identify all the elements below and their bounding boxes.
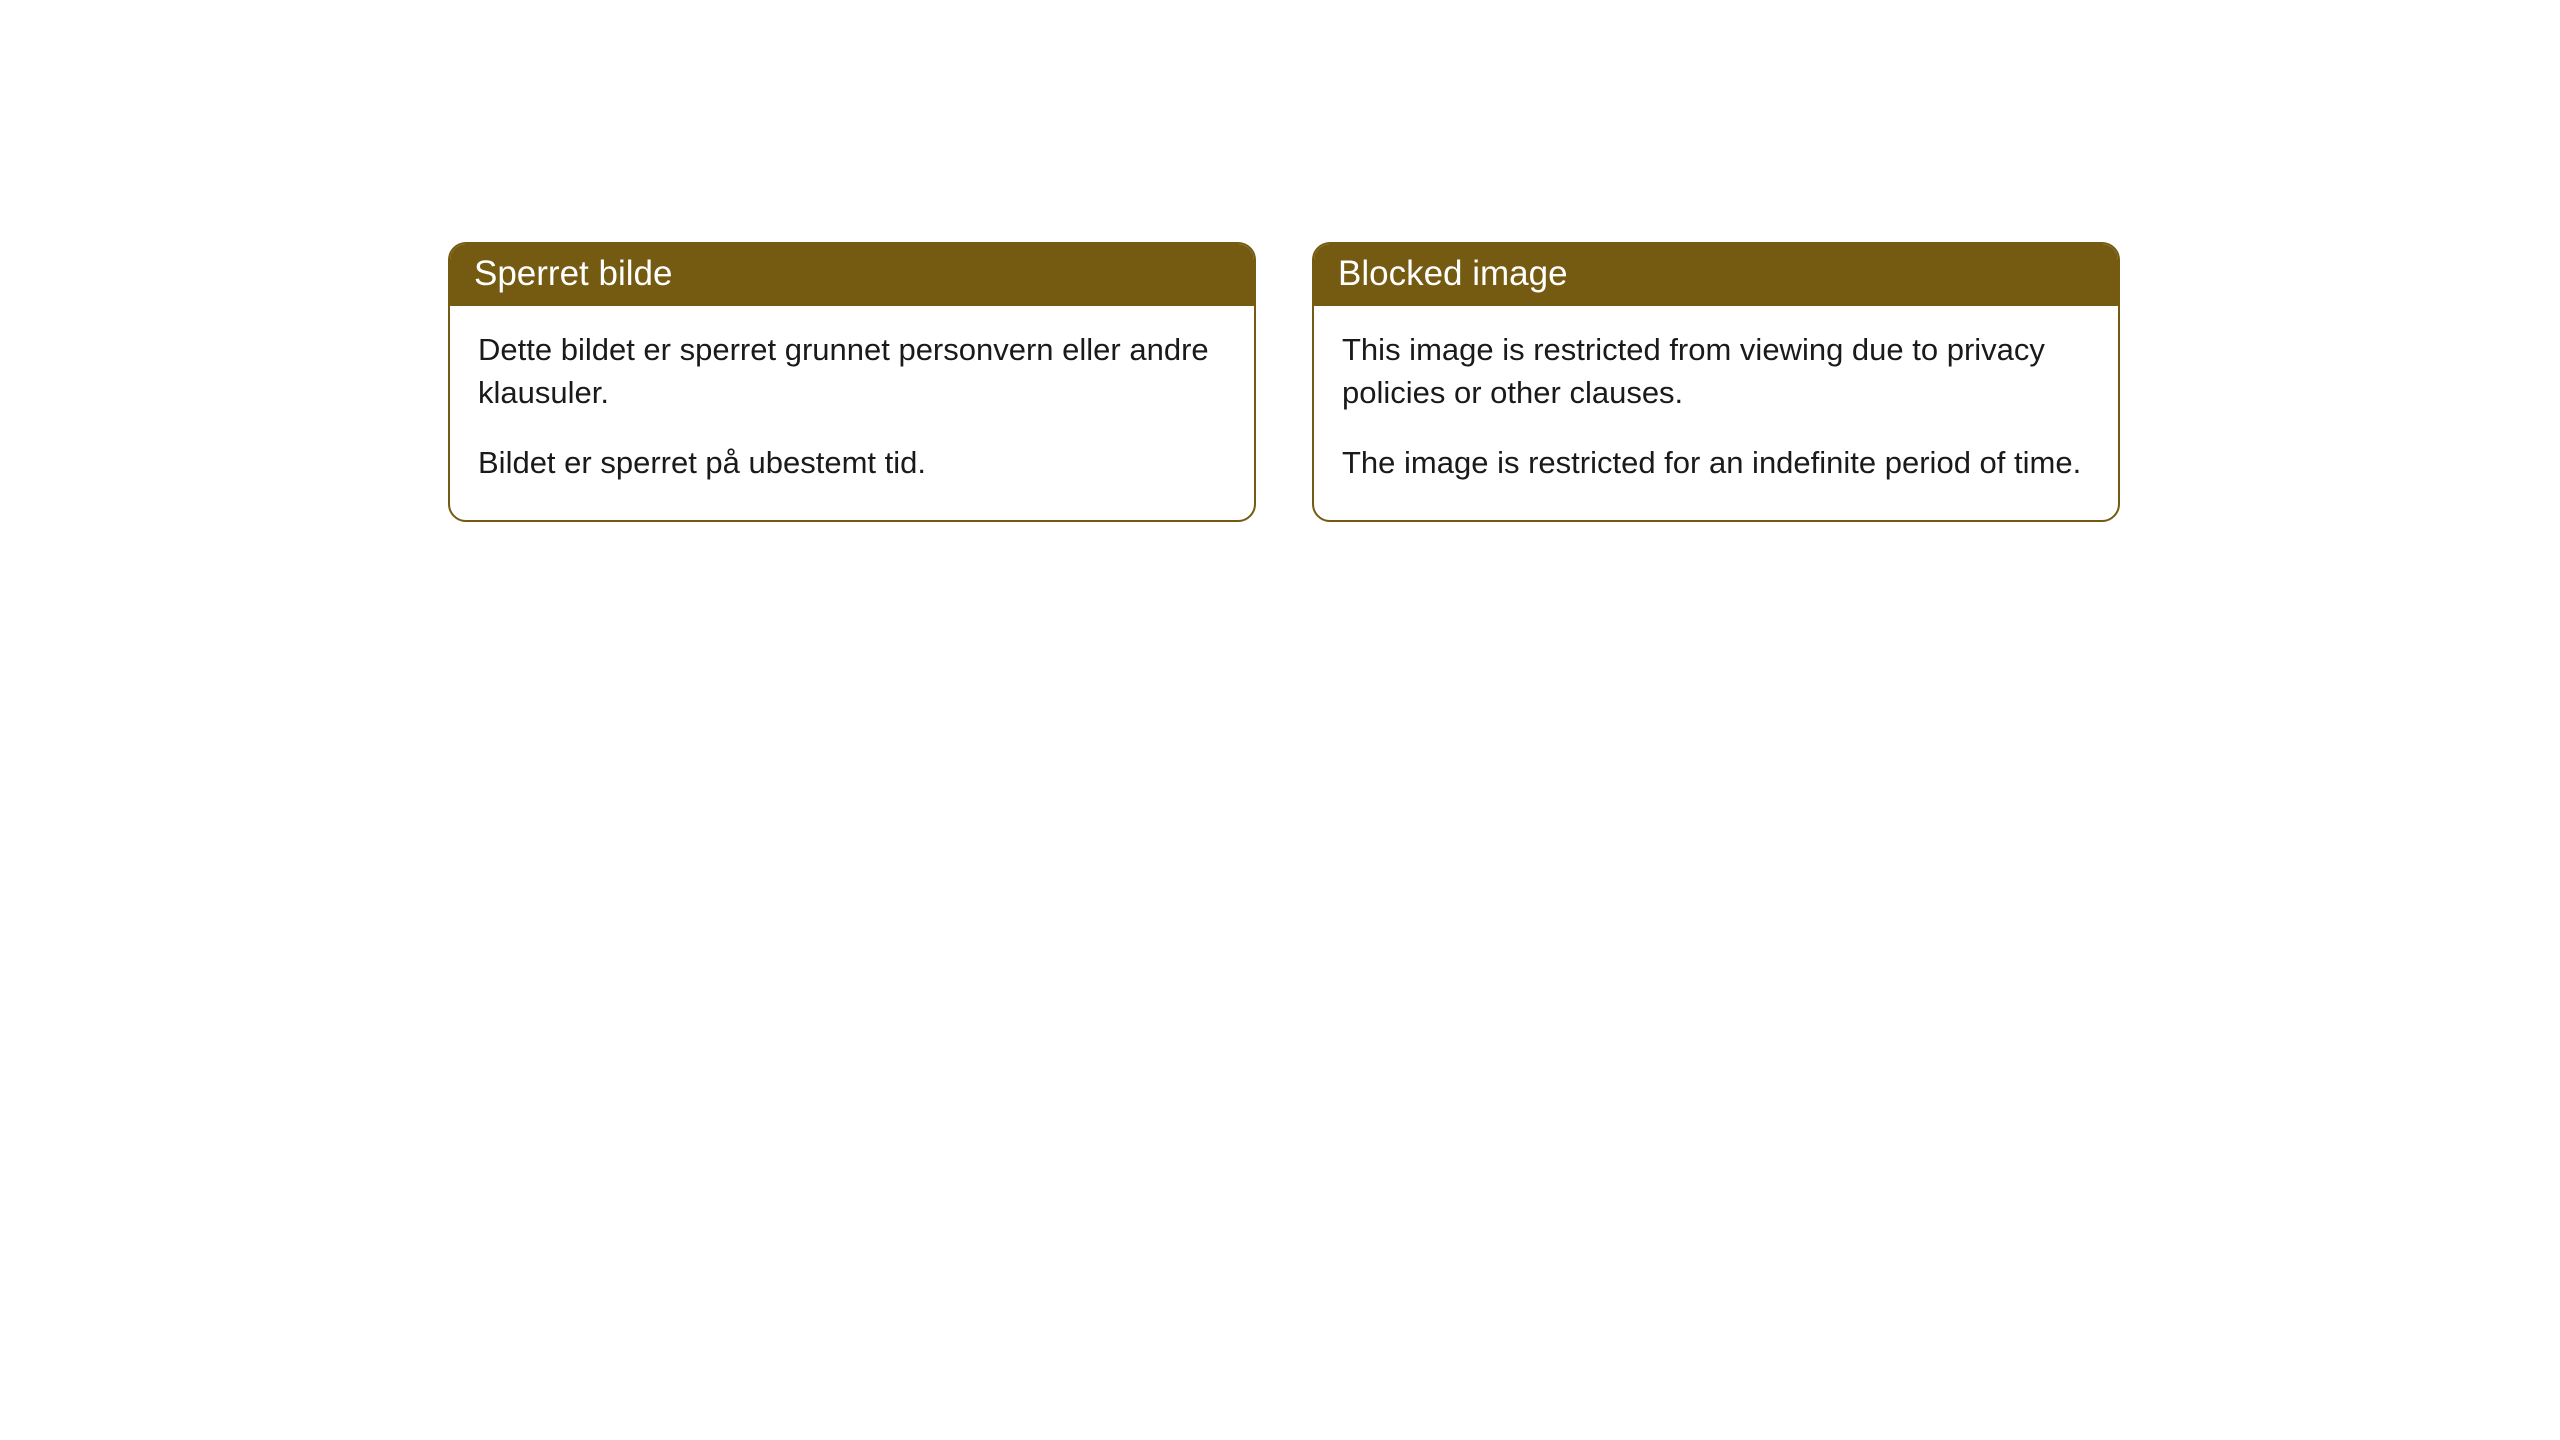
- notice-card-norwegian: Sperret bilde Dette bildet er sperret gr…: [448, 242, 1256, 522]
- notice-container: Sperret bilde Dette bildet er sperret gr…: [448, 242, 2120, 522]
- card-body: This image is restricted from viewing du…: [1314, 306, 2118, 520]
- notice-text-1: Dette bildet er sperret grunnet personve…: [478, 328, 1226, 415]
- notice-text-1: This image is restricted from viewing du…: [1342, 328, 2090, 415]
- notice-text-2: The image is restricted for an indefinit…: [1342, 441, 2090, 484]
- notice-card-english: Blocked image This image is restricted f…: [1312, 242, 2120, 522]
- card-header: Blocked image: [1314, 244, 2118, 306]
- card-body: Dette bildet er sperret grunnet personve…: [450, 306, 1254, 520]
- notice-text-2: Bildet er sperret på ubestemt tid.: [478, 441, 1226, 484]
- card-header: Sperret bilde: [450, 244, 1254, 306]
